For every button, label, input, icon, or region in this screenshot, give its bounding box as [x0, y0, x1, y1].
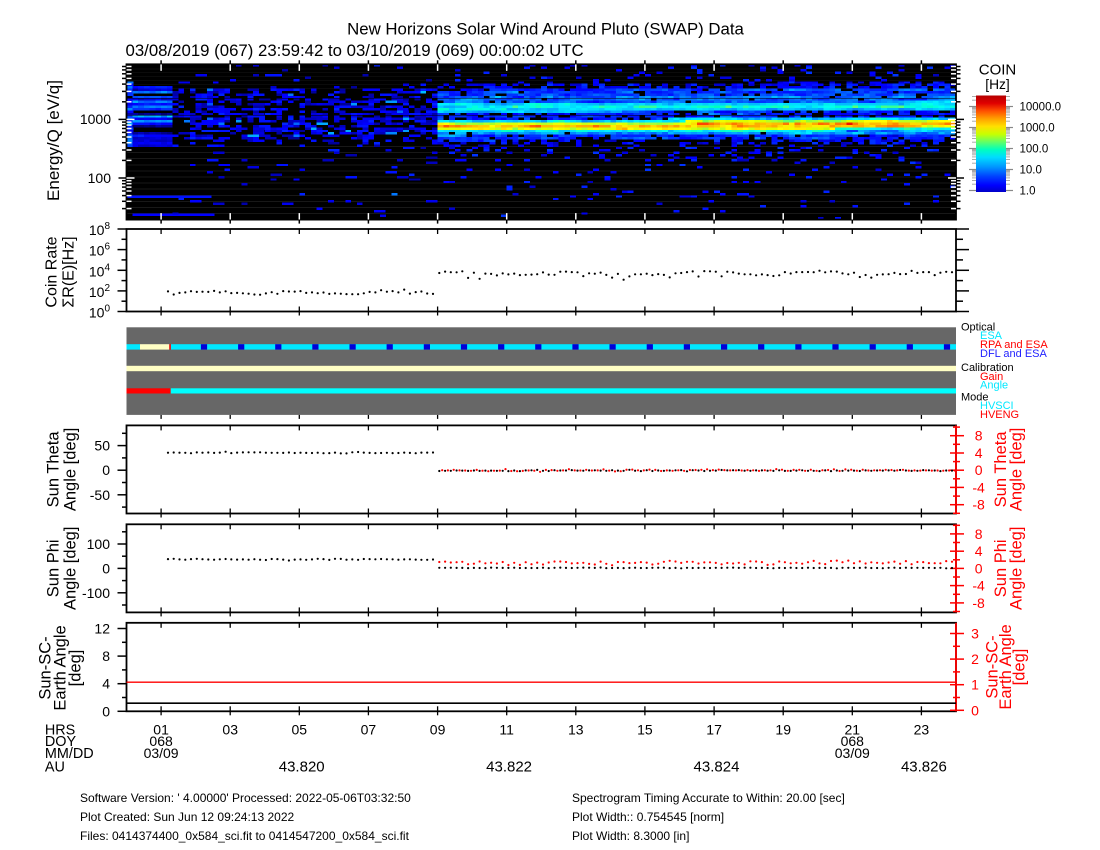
svg-text:03/08/2019 (067) 23:59:42 to 0: 03/08/2019 (067) 23:59:42 to 03/10/2019 …: [126, 41, 584, 60]
svg-text:05: 05: [292, 721, 308, 737]
svg-text:Mode: Mode: [961, 391, 989, 403]
svg-text:Optical: Optical: [961, 322, 995, 334]
svg-text:DFL and ESA: DFL and ESA: [980, 348, 1048, 360]
svg-text:43.824: 43.824: [694, 759, 740, 776]
svg-text:Sun Theta: Sun Theta: [45, 431, 63, 508]
svg-text:-50: -50: [90, 487, 110, 503]
svg-text:19: 19: [775, 721, 791, 737]
svg-text:17: 17: [706, 721, 722, 737]
svg-text:Sun Theta: Sun Theta: [992, 431, 1010, 508]
svg-text:21: 21: [845, 721, 861, 737]
svg-text:4: 4: [975, 543, 983, 559]
svg-text:1: 1: [971, 677, 979, 693]
svg-text:03: 03: [222, 721, 238, 737]
svg-text:01: 01: [153, 721, 169, 737]
svg-text:New Horizons Solar Wind Around: New Horizons Solar Wind Around Pluto (SW…: [347, 20, 744, 39]
svg-text:2: 2: [971, 651, 979, 667]
svg-text:8: 8: [975, 428, 983, 444]
svg-text:23: 23: [914, 721, 930, 737]
svg-text:07: 07: [361, 721, 377, 737]
svg-text:Spectrogram Timing Accurate to: Spectrogram Timing Accurate to Within: 2…: [572, 791, 845, 805]
svg-text:Angle [deg]: Angle [deg]: [1008, 527, 1026, 610]
svg-text:068: 068: [149, 733, 173, 749]
svg-text:HRS: HRS: [45, 722, 75, 738]
svg-text:10000.0: 10000.0: [1020, 102, 1062, 114]
svg-text:100: 100: [88, 170, 112, 186]
svg-text:0: 0: [102, 560, 110, 576]
svg-text:3: 3: [971, 626, 979, 642]
svg-text:43.826: 43.826: [901, 759, 947, 776]
svg-text:1.0: 1.0: [1020, 186, 1036, 198]
svg-text:RPA and ESA: RPA and ESA: [980, 339, 1048, 351]
svg-text:15: 15: [637, 721, 653, 737]
svg-text:[Hz]: [Hz]: [985, 77, 1010, 92]
svg-text:Earth Angle: Earth Angle: [52, 625, 70, 710]
svg-text:ΣR(E)[Hz]: ΣR(E)[Hz]: [61, 236, 78, 307]
svg-text:8: 8: [102, 648, 110, 664]
svg-text:Earth Angle: Earth Angle: [997, 624, 1015, 709]
svg-text:Sun Phi: Sun Phi: [45, 539, 63, 597]
svg-text:Gain: Gain: [980, 371, 1003, 383]
svg-text:AU: AU: [45, 760, 65, 776]
svg-text:DOY: DOY: [45, 734, 77, 750]
svg-text:0: 0: [975, 560, 983, 576]
svg-text:11: 11: [499, 721, 514, 737]
svg-text:8: 8: [975, 526, 983, 542]
svg-text:[deg]: [deg]: [1011, 649, 1029, 686]
svg-text:Sun Phi: Sun Phi: [992, 539, 1010, 597]
svg-text:100: 100: [87, 536, 111, 552]
svg-text:12: 12: [94, 621, 110, 637]
svg-text:13: 13: [568, 721, 584, 737]
svg-text:Angle: Angle: [980, 379, 1008, 391]
svg-text:1000.0: 1000.0: [1020, 123, 1055, 135]
svg-text:03/09: 03/09: [835, 745, 870, 761]
svg-text:-4: -4: [972, 578, 985, 594]
svg-text:COIN: COIN: [979, 62, 1017, 79]
svg-text:4: 4: [102, 676, 110, 692]
svg-text:Sun-SC-: Sun-SC-: [984, 635, 1002, 698]
svg-text:ESA: ESA: [980, 330, 1003, 342]
svg-text:Software Version: ' 4.00000': Software Version: ' 4.00000' Processed: …: [80, 791, 411, 805]
svg-text:Plot Width: 8.3000 [in]: Plot Width: 8.3000 [in]: [572, 829, 689, 843]
svg-text:4: 4: [975, 445, 983, 461]
svg-text:0: 0: [102, 703, 110, 719]
svg-text:Files: 0414374400_0x584_sci.fi: Files: 0414374400_0x584_sci.fit to 04145…: [80, 829, 410, 843]
svg-text:Plot Width:: 0.754545 [norm]: Plot Width:: 0.754545 [norm]: [572, 810, 724, 824]
svg-text:-8: -8: [972, 595, 985, 611]
svg-text:Energy/Q [eV/q]: Energy/Q [eV/q]: [44, 80, 63, 201]
svg-text:-100: -100: [82, 585, 110, 601]
svg-text:43.820: 43.820: [279, 759, 325, 776]
svg-text:HVSCI: HVSCI: [980, 400, 1014, 412]
svg-text:100.0: 100.0: [1020, 144, 1049, 156]
svg-text:Angle [deg]: Angle [deg]: [62, 527, 80, 610]
svg-text:1000: 1000: [80, 111, 111, 127]
svg-text:0: 0: [975, 462, 983, 478]
svg-text:Plot Created: Sun Jun 12 09:24: Plot Created: Sun Jun 12 09:24:13 2022: [80, 810, 294, 824]
svg-text:0: 0: [971, 702, 979, 718]
svg-text:068: 068: [841, 733, 865, 749]
svg-text:03/09: 03/09: [144, 745, 179, 761]
svg-text:-4: -4: [972, 479, 985, 495]
svg-text:09: 09: [430, 721, 446, 737]
svg-text:10.0: 10.0: [1020, 165, 1042, 177]
svg-text:[deg]: [deg]: [67, 650, 85, 687]
svg-text:50: 50: [94, 438, 110, 454]
svg-text:HVENG: HVENG: [980, 409, 1019, 421]
svg-text:0: 0: [102, 462, 110, 478]
svg-text:MM/DD: MM/DD: [45, 746, 94, 762]
svg-text:Coin Rate: Coin Rate: [44, 236, 61, 307]
svg-text:-8: -8: [972, 497, 985, 513]
svg-text:Angle [deg]: Angle [deg]: [62, 428, 80, 511]
svg-text:Calibration: Calibration: [961, 362, 1014, 374]
svg-text:Sun-SC-: Sun-SC-: [37, 636, 55, 699]
svg-text:Angle [deg]: Angle [deg]: [1008, 428, 1026, 511]
svg-text:43.822: 43.822: [486, 759, 532, 776]
